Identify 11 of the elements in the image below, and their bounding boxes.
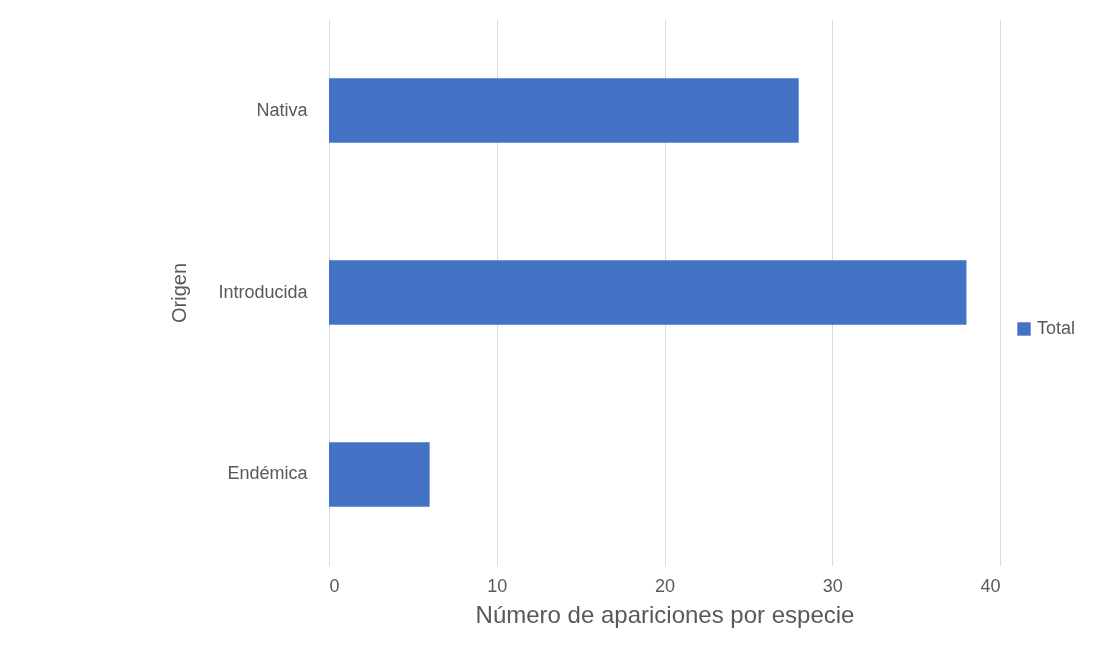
y-tick-label: Endémica bbox=[227, 463, 309, 484]
legend-label: Total bbox=[1037, 318, 1076, 338]
x-tick-label: 10 bbox=[487, 575, 508, 596]
y-tick-label: Nativa bbox=[256, 99, 309, 120]
x-axis-title: Número de apariciones por especie bbox=[475, 600, 855, 628]
x-tick-label: 30 bbox=[822, 575, 843, 596]
y-axis-title: Origen bbox=[168, 262, 191, 324]
x-tick-label: 0 bbox=[329, 575, 340, 596]
x-tick-label: 40 bbox=[980, 575, 1001, 596]
x-tick-label: 20 bbox=[654, 575, 676, 596]
y-tick-label: Introducida bbox=[218, 281, 309, 302]
